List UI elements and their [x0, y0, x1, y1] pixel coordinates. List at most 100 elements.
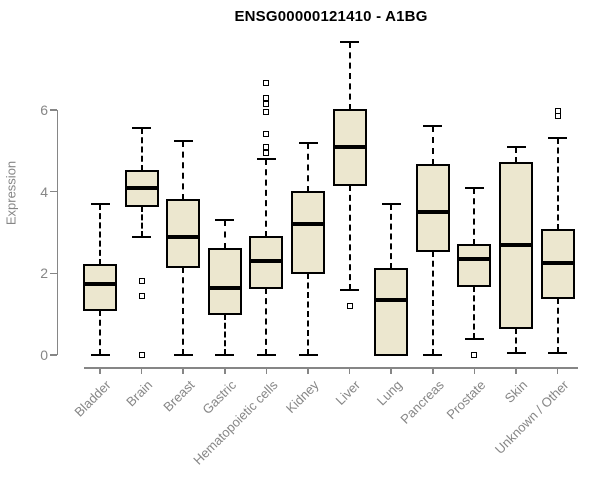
- upper-whisker-hematopoietic-cells: [265, 158, 268, 237]
- upper-whisker-cap-hematopoietic-cells: [256, 157, 276, 160]
- upper-whisker-cap-lung: [381, 202, 401, 205]
- y-axis-label: Expression: [3, 160, 19, 226]
- median-hematopoietic-cells: [249, 259, 284, 264]
- median-prostate: [457, 257, 492, 261]
- lower-whisker-skin: [515, 328, 517, 353]
- upper-whisker-breast: [182, 140, 185, 200]
- median-lung: [374, 297, 409, 302]
- outlier-point-prostate: [471, 352, 478, 358]
- upper-whisker-prostate: [473, 187, 476, 245]
- x-axis-line: [84, 367, 578, 369]
- outlier-point-brain: [138, 278, 145, 285]
- chart-title: ENSG00000121410 - A1BG: [234, 8, 428, 25]
- outlier-point-brain: [138, 292, 145, 299]
- lower-whisker-prostate: [473, 285, 476, 339]
- x-axis-tick: [140, 368, 143, 374]
- x-axis-tick: [473, 368, 476, 374]
- x-axis-tick: [348, 368, 351, 374]
- x-axis-tick: [265, 368, 268, 374]
- y-axis-tick: [50, 190, 57, 193]
- upper-whisker-brain: [140, 128, 143, 172]
- upper-whisker-cap-skin: [506, 145, 526, 148]
- box-lung: [374, 268, 409, 356]
- y-axis-line: [56, 109, 58, 355]
- x-axis-category-label-prostate: Prostate: [443, 377, 489, 423]
- median-skin: [499, 242, 533, 247]
- upper-whisker-bladder: [99, 203, 101, 266]
- median-liver: [332, 144, 367, 149]
- lower-whisker-cap-pancreas: [423, 354, 443, 356]
- outlier-point-hematopoietic-cells: [263, 94, 270, 101]
- box-kidney: [291, 190, 325, 275]
- upper-whisker-pancreas: [431, 126, 434, 166]
- lower-whisker-bladder: [99, 310, 101, 355]
- lower-whisker-pancreas: [431, 250, 434, 355]
- lower-whisker-hematopoietic-cells: [265, 287, 268, 355]
- x-axis-category-label-kidney: Kidney: [283, 377, 322, 417]
- median-pancreas: [415, 210, 450, 215]
- box-bladder: [83, 264, 117, 312]
- y-axis-tick-label: 4: [40, 183, 48, 200]
- upper-whisker-kidney: [307, 142, 309, 192]
- lower-whisker-cap-liver: [340, 288, 360, 291]
- x-axis-tick: [390, 368, 392, 374]
- outlier-point-hematopoietic-cells: [263, 143, 270, 150]
- outlier-point-brain: [138, 352, 145, 358]
- y-axis-tick: [50, 354, 57, 356]
- x-axis-tick: [432, 368, 434, 374]
- x-axis-category-label-skin: Skin: [501, 377, 530, 406]
- box-prostate: [457, 243, 492, 287]
- median-bladder: [83, 281, 117, 286]
- lower-whisker-cap-unknown-other: [548, 351, 568, 354]
- x-axis-tick: [556, 368, 559, 374]
- upper-whisker-liver: [348, 42, 351, 110]
- x-axis-tick: [99, 368, 101, 374]
- median-brain: [124, 185, 159, 190]
- outlier-point-hematopoietic-cells: [263, 100, 270, 107]
- y-axis-tick-label: 2: [40, 265, 48, 282]
- outlier-point-hematopoietic-cells: [263, 131, 270, 138]
- upper-whisker-unknown-other: [556, 138, 559, 231]
- lower-whisker-cap-hematopoietic-cells: [256, 354, 276, 356]
- outlier-point-hematopoietic-cells: [263, 108, 270, 115]
- outlier-point-unknown-other: [554, 113, 561, 120]
- x-axis-tick: [515, 368, 517, 374]
- lower-whisker-cap-skin: [506, 351, 526, 354]
- upper-whisker-cap-prostate: [464, 186, 484, 189]
- lower-whisker-cap-brain: [132, 235, 152, 238]
- x-axis-category-label-breast: Breast: [159, 377, 198, 415]
- x-axis-category-label-lung: Lung: [374, 377, 406, 409]
- x-axis-category-label-liver: Liver: [332, 377, 364, 408]
- median-breast: [166, 234, 201, 239]
- upper-whisker-lung: [390, 203, 393, 270]
- x-axis-category-label-brain: Brain: [123, 377, 156, 410]
- upper-whisker-cap-kidney: [298, 141, 318, 144]
- upper-whisker-cap-pancreas: [423, 125, 443, 128]
- lower-whisker-unknown-other: [556, 297, 559, 353]
- y-axis-tick-label: 0: [40, 347, 48, 363]
- box-breast: [166, 198, 201, 269]
- lower-whisker-breast: [182, 267, 185, 355]
- x-axis-category-label-bladder: Bladder: [71, 377, 114, 420]
- upper-whisker-cap-brain: [132, 127, 152, 130]
- x-axis-category-label-gastric: Gastric: [198, 377, 239, 418]
- outlier-point-hematopoietic-cells: [263, 80, 270, 87]
- upper-whisker-cap-breast: [173, 139, 193, 142]
- upper-whisker-skin: [515, 146, 517, 163]
- median-gastric: [207, 285, 242, 290]
- box-pancreas: [415, 164, 450, 252]
- lower-whisker-gastric: [223, 314, 226, 355]
- lower-whisker-cap-breast: [173, 354, 193, 356]
- box-gastric: [207, 247, 242, 316]
- x-axis-tick: [182, 368, 184, 374]
- upper-whisker-cap-gastric: [215, 219, 235, 222]
- x-axis-category-label-unknown-other: Unknown / Other: [491, 377, 572, 457]
- lower-whisker-cap-bladder: [90, 354, 110, 356]
- outlier-point-liver: [346, 302, 353, 309]
- outlier-point-hematopoietic-cells: [263, 149, 270, 156]
- upper-whisker-cap-bladder: [90, 202, 110, 205]
- upper-whisker-cap-unknown-other: [548, 137, 568, 140]
- lower-whisker-cap-gastric: [215, 354, 235, 356]
- median-unknown-other: [540, 261, 575, 266]
